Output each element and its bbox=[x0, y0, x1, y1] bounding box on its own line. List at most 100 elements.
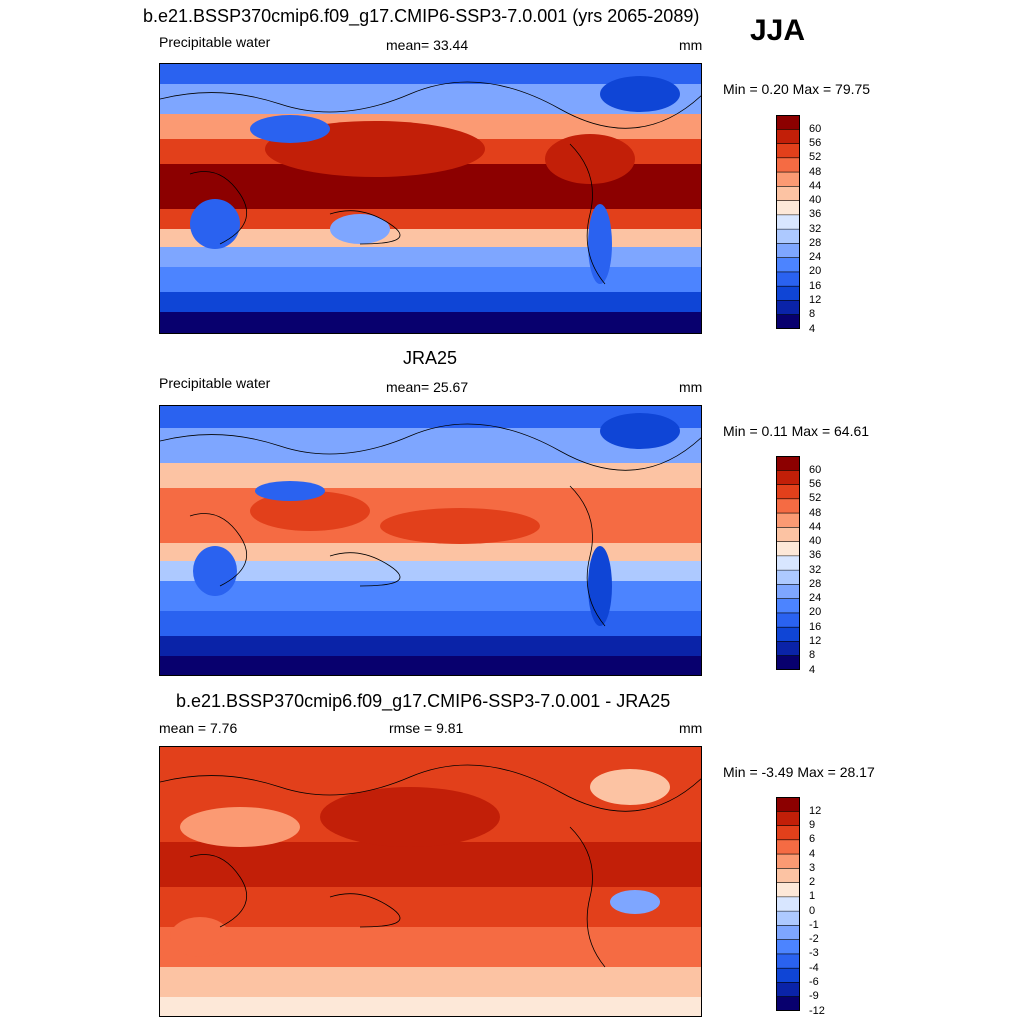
panel3-title: b.e21.BSSP370cmip6.f09_g17.CMIP6-SSP3-7.… bbox=[176, 691, 671, 711]
colorbar-tick-label: 40 bbox=[809, 535, 822, 548]
colorbar-segment bbox=[776, 214, 800, 230]
panel2-map bbox=[159, 405, 702, 676]
panel2-variable-label: Precipitable water bbox=[159, 375, 271, 391]
colorbar-tick-label: 44 bbox=[809, 520, 822, 533]
colorbar-tick-label: -2 bbox=[809, 933, 819, 946]
colorbar-tick-label: 48 bbox=[809, 506, 822, 519]
colorbar-tick-label: 4 bbox=[809, 847, 816, 860]
colorbar-tick-label: 56 bbox=[809, 478, 822, 491]
colorbar-tick-label: 36 bbox=[809, 208, 822, 221]
colorbar-segment bbox=[776, 825, 800, 841]
panel2-colorbar bbox=[776, 456, 800, 670]
colorbar-segment bbox=[776, 797, 800, 812]
colorbar-segment bbox=[776, 896, 800, 912]
colorbar-tick-label: 48 bbox=[809, 165, 822, 178]
colorbar-segment bbox=[776, 939, 800, 955]
colorbar-tick-label: -6 bbox=[809, 975, 819, 988]
colorbar-segment bbox=[776, 229, 800, 244]
colorbar-tick-label: 44 bbox=[809, 179, 822, 192]
panel3-rmse-label: rmse = 9.81 bbox=[389, 720, 464, 736]
colorbar-segment bbox=[776, 470, 800, 486]
colorbar-tick-label: 60 bbox=[809, 463, 822, 476]
colorbar-tick-label: 20 bbox=[809, 265, 822, 278]
colorbar-segment bbox=[776, 598, 800, 614]
colorbar-segment bbox=[776, 484, 800, 500]
colorbar-segment bbox=[776, 300, 800, 316]
panel1-colorbar bbox=[776, 115, 800, 329]
colorbar-tick-label: 56 bbox=[809, 137, 822, 150]
colorbar-tick-label: 8 bbox=[809, 649, 816, 662]
colorbar-tick-label: 52 bbox=[809, 492, 822, 505]
colorbar-segment bbox=[776, 811, 800, 827]
colorbar-segment bbox=[776, 498, 800, 514]
colorbar-segment bbox=[776, 513, 800, 528]
colorbar-tick-label: 24 bbox=[809, 592, 822, 605]
colorbar-segment bbox=[776, 186, 800, 202]
panel2-mean-label: mean= 25.67 bbox=[386, 379, 469, 395]
colorbar-segment bbox=[776, 314, 800, 329]
colorbar-segment bbox=[776, 627, 800, 642]
colorbar-tick-label: 2 bbox=[809, 876, 816, 889]
colorbar-tick-label: 12 bbox=[809, 293, 822, 306]
colorbar-border bbox=[776, 456, 800, 670]
panel3-map bbox=[159, 746, 702, 1017]
colorbar-tick-label: 16 bbox=[809, 279, 822, 292]
colorbar-tick-label: 52 bbox=[809, 151, 822, 164]
colorbar-tick-label: 1 bbox=[809, 890, 816, 903]
colorbar-segment bbox=[776, 527, 800, 543]
colorbar-tick-label: 4 bbox=[809, 663, 816, 676]
panel2-units-label: mm bbox=[679, 379, 703, 395]
colorbar-tick-label: 0 bbox=[809, 904, 816, 917]
colorbar-tick-label: -1 bbox=[809, 918, 819, 931]
colorbar-segment bbox=[776, 570, 800, 585]
colorbar-border bbox=[776, 797, 800, 1011]
colorbar-segment bbox=[776, 925, 800, 941]
colorbar-tick-label: 3 bbox=[809, 861, 816, 874]
colorbar-segment bbox=[776, 982, 800, 998]
colorbar-tick-label: -12 bbox=[809, 1004, 825, 1017]
colorbar-segment bbox=[776, 854, 800, 869]
colorbar-segment bbox=[776, 882, 800, 898]
colorbar-segment bbox=[776, 541, 800, 557]
season-label: JJA bbox=[750, 14, 806, 47]
colorbar-segment bbox=[776, 143, 800, 159]
colorbar-tick-label: 40 bbox=[809, 194, 822, 207]
panel1-minmax-label: Min = 0.20 Max = 79.75 bbox=[723, 81, 871, 97]
colorbar-segment bbox=[776, 996, 800, 1011]
panel1-units-label: mm bbox=[679, 37, 703, 53]
colorbar-tick-label: 4 bbox=[809, 322, 816, 335]
colorbar-tick-label: 36 bbox=[809, 549, 822, 562]
panel3-mean-label: mean = 7.76 bbox=[159, 720, 238, 736]
colorbar-segment bbox=[776, 612, 800, 628]
colorbar-segment bbox=[776, 655, 800, 670]
colorbar-tick-label: 32 bbox=[809, 563, 822, 576]
colorbar-segment bbox=[776, 257, 800, 273]
colorbar-tick-label: 32 bbox=[809, 222, 822, 235]
colorbar-tick-label: 20 bbox=[809, 606, 822, 619]
colorbar-segment bbox=[776, 115, 800, 130]
colorbar-tick-label: 12 bbox=[809, 804, 822, 817]
colorbar-segment bbox=[776, 286, 800, 301]
colorbar-tick-label: -9 bbox=[809, 990, 819, 1003]
colorbar-segment bbox=[776, 157, 800, 173]
colorbar-segment bbox=[776, 584, 800, 600]
colorbar-segment bbox=[776, 968, 800, 983]
panel1-title: b.e21.BSSP370cmip6.f09_g17.CMIP6-SSP3-7.… bbox=[143, 6, 700, 26]
panel2-title: JRA25 bbox=[403, 348, 458, 368]
colorbar-segment bbox=[776, 243, 800, 259]
panel3-units-label: mm bbox=[679, 720, 703, 736]
panel1-variable-label: Precipitable water bbox=[159, 34, 271, 50]
colorbar-border bbox=[776, 115, 800, 329]
panel1-map bbox=[159, 63, 702, 334]
colorbar-segment bbox=[776, 456, 800, 471]
colorbar-tick-label: 8 bbox=[809, 308, 816, 321]
colorbar-segment bbox=[776, 200, 800, 216]
colorbar-segment bbox=[776, 172, 800, 187]
panel3-minmax-label: Min = -3.49 Max = 28.17 bbox=[723, 764, 875, 780]
colorbar-segment bbox=[776, 641, 800, 657]
panel2-minmax-label: Min = 0.11 Max = 64.61 bbox=[723, 423, 870, 439]
colorbar-tick-label: 9 bbox=[809, 819, 816, 832]
colorbar-segment bbox=[776, 555, 800, 571]
panel1-mean-label: mean= 33.44 bbox=[386, 37, 469, 53]
colorbar-segment bbox=[776, 911, 800, 926]
